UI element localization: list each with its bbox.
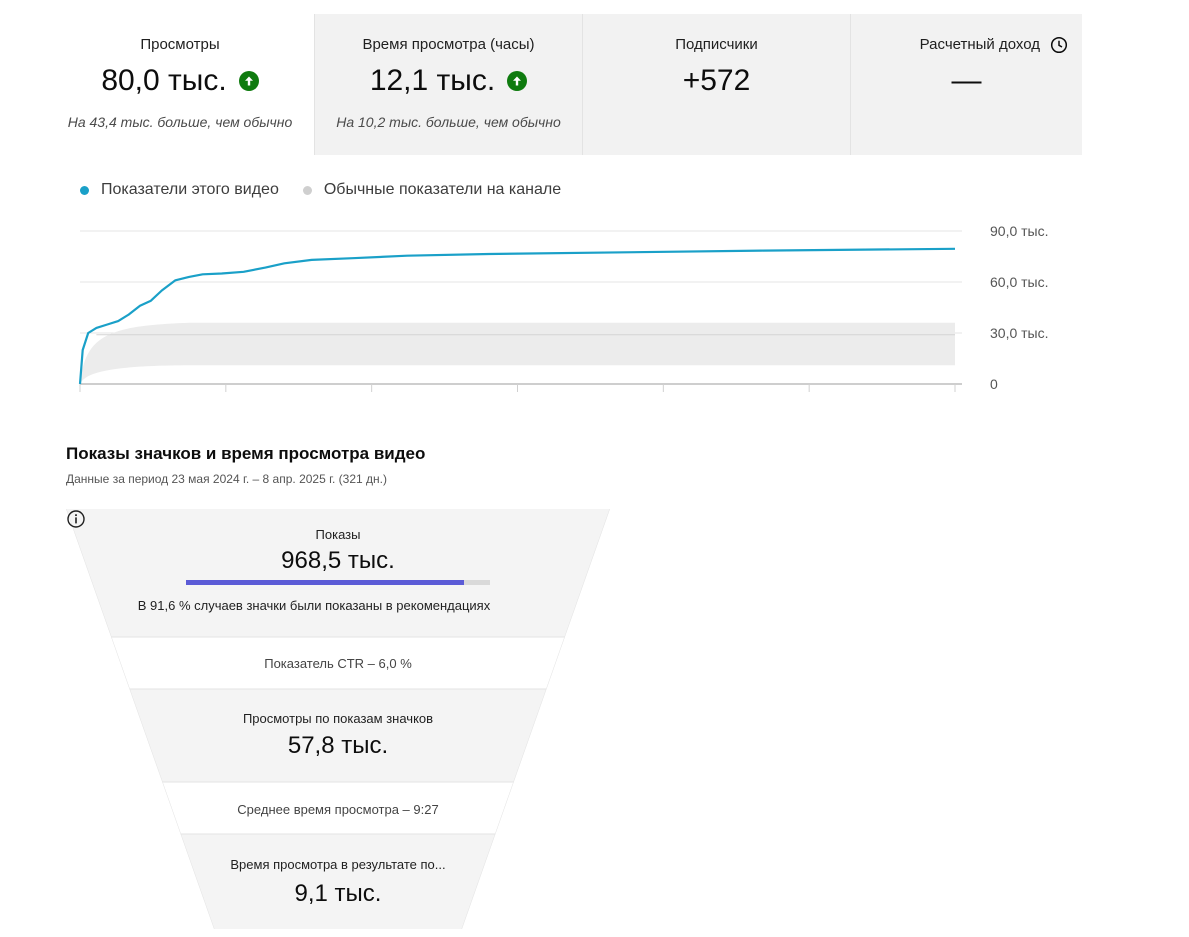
metrics-row: Просмотры 80,0 тыс. На 43,4 тыс. больше,…	[46, 14, 1082, 155]
funnel-segment-avg-view	[108, 782, 568, 834]
typical-band-area	[80, 322, 955, 384]
watch-time-value: 9,1 тыс.	[294, 880, 382, 907]
metric-card-subscribers[interactable]: Подписчики +572	[582, 14, 850, 155]
impressions-value: 968,5 тыс.	[281, 547, 395, 574]
funnel-segment-impressions	[66, 509, 610, 637]
metric-value-row: —	[851, 64, 1082, 98]
series-line-group	[78, 247, 956, 385]
ctr-text: Показатель CTR – 6,0 %	[264, 656, 412, 671]
y-tick-label: 90,0 тыс.	[990, 223, 1049, 239]
metric-card-watch-time[interactable]: Время просмотра (часы) 12,1 тыс. На 10,2…	[314, 14, 582, 155]
watch-time-label: Время просмотра в результате по...	[230, 857, 446, 872]
metric-label: Расчетный доход	[919, 36, 1040, 53]
chart-grid	[80, 230, 962, 334]
impressions-label: Показы	[315, 527, 361, 542]
y-tick-label: 0	[990, 376, 998, 392]
y-axis-ticks: 90,0 тыс. 60,0 тыс. 30,0 тыс. 0	[990, 223, 1049, 392]
y-tick-label: 60,0 тыс.	[990, 274, 1049, 290]
views-chart[interactable]: 90,0 тыс. 60,0 тыс. 30,0 тыс. 0	[0, 215, 1100, 405]
chart-legend: Показатели этого видео Обычные показател…	[80, 181, 585, 199]
metric-label: Просмотры	[140, 36, 220, 53]
legend-label: Показатели этого видео	[101, 181, 279, 198]
legend-label: Обычные показатели на канале	[323, 181, 562, 198]
info-icon[interactable]	[66, 509, 86, 529]
recommendations-note: В 91,6 % случаев значки были показаны в …	[137, 598, 491, 613]
metric-card-revenue[interactable]: Расчетный доход —	[850, 14, 1082, 155]
metric-label: Подписчики	[675, 36, 758, 53]
legend-dot	[302, 185, 312, 195]
funnel-segment-watch-time	[113, 834, 563, 929]
metric-value: 12,1 тыс.	[369, 64, 496, 97]
metric-value: 80,0 тыс.	[101, 64, 227, 97]
metric-value-row: 80,0 тыс.	[46, 64, 314, 98]
metric-value: +572	[682, 64, 751, 97]
views-label: Просмотры по показам значков	[242, 711, 434, 726]
metric-value: —	[951, 64, 982, 97]
metric-card-views[interactable]: Просмотры 80,0 тыс. На 43,4 тыс. больше,…	[46, 14, 314, 155]
funnel-segment-ctr	[81, 637, 595, 689]
metric-label: Время просмотра (часы)	[362, 36, 535, 53]
arrow-up-circle-icon	[238, 71, 259, 91]
funnel-mask	[66, 509, 610, 929]
views-value: 57,8 тыс.	[287, 732, 389, 759]
x-axis	[79, 383, 962, 392]
metric-value-row: 12,1 тыс.	[315, 64, 582, 98]
y-tick-label: 30,0 тыс.	[990, 325, 1049, 341]
recommendations-progress-fill	[186, 580, 465, 585]
avg-view-text: Среднее время просмотра – 9:27	[237, 802, 439, 817]
clock-icon[interactable]	[1050, 36, 1068, 54]
legend-item-typical[interactable]: Обычные показатели на канале	[302, 181, 562, 199]
funnel-subtitle: Данные за период 23 мая 2024 г. – 8 апр.…	[66, 472, 387, 486]
series-line-this-video	[78, 247, 956, 385]
funnel-title: Показы значков и время просмотра видео	[66, 444, 426, 463]
funnel-segment-views	[91, 689, 585, 782]
legend-dot	[80, 185, 89, 195]
arrow-up-circle-icon	[507, 71, 528, 91]
funnel-shape	[66, 509, 610, 929]
impressions-funnel: Показы 968,5 тыс. В 91,6 % случаев значк…	[66, 509, 610, 929]
recommendations-progress	[186, 580, 490, 585]
metric-note: На 10,2 тыс. больше, чем обычно	[336, 114, 561, 130]
metric-note: На 43,4 тыс. больше, чем обычно	[67, 114, 293, 130]
metric-value-row: +572	[583, 64, 850, 98]
legend-item-this-video[interactable]: Показатели этого видео	[80, 181, 279, 199]
typical-band	[80, 322, 955, 384]
